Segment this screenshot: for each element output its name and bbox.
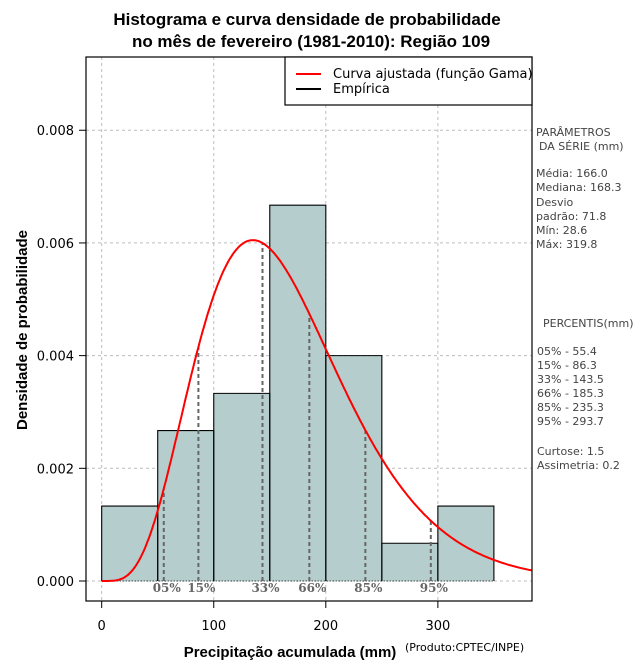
chart-title-line-1: Histograma e curva densidade de probabil… [113,10,500,29]
histogram-bar [101,506,158,581]
y-tick-label-1: 0.002 [37,462,74,477]
histogram-bar [157,430,214,581]
legend-label-empirical: Empírica [333,82,390,97]
y-axis-title: Densidade de probabilidade [14,230,31,430]
histogram-bar [213,393,270,581]
x-tick-label-200: 200 [313,619,338,634]
percentil-95: 95% - 293.7 [537,415,604,428]
y-tick-label-4: 0.008 [37,124,74,139]
percentis-title: PERCENTIS(mm) [543,317,634,330]
percentile-labels: 05% 15% 33% 66% 85% 95% [153,581,449,595]
percentil-85: 85% - 235.3 [537,401,604,414]
percentile-label-66: 66% [298,581,327,595]
stat-max: Máx: 319.8 [536,238,597,251]
params-title-2: DA SÉRIE (mm) [539,140,624,153]
x-tick-label-300: 300 [425,619,450,634]
stat-median: Mediana: 168.3 [536,181,621,194]
percentile-label-85: 85% [354,581,383,595]
stat-sd-2: padrão: 71.8 [536,210,606,223]
percentile-label-05: 05% [153,581,182,595]
stat-skewness: Assimetria: 0.2 [537,459,620,472]
statistics-panel: PARÂMETROS DA SÉRIE (mm) Média: 166.0 Me… [536,126,634,472]
y-tick-label-0: 0.000 [37,575,74,590]
percentile-label-95: 95% [420,581,449,595]
stat-min: Mín: 28.6 [536,224,587,237]
y-tick-label-2: 0.004 [37,350,74,365]
legend-box [284,56,533,106]
legend-label-fitted: Curva ajustada (função Gama) [333,67,533,82]
histogram-bar [269,205,326,582]
fitted-curve-layer [101,239,533,582]
x-tick-label-100: 100 [201,619,226,634]
percentil-15: 15% - 86.3 [537,359,597,372]
histogram-bars [101,204,495,582]
percentile-label-33: 33% [251,581,280,595]
histogram-bar-outline [437,505,495,581]
histogram-bar-outline [325,355,383,581]
percentil-05: 05% - 55.4 [537,345,597,358]
x-axis-title: Precipitação acumulada (mm) [184,644,397,660]
histogram-bar [437,506,494,581]
legend: Curva ajustada (função Gama) Empírica [284,56,533,106]
fitted-gamma-curve [101,239,533,582]
stat-kurtosis: Curtose: 1.5 [537,445,604,458]
params-title-1: PARÂMETROS [536,126,611,139]
histogram-bar [381,543,438,581]
chart-title-line-2: no mês de fevereiro (1981-2010): Região … [132,32,490,51]
y-tick-labels: 0.000 0.002 0.004 0.006 0.008 [37,124,74,590]
histogram-bar [325,355,382,581]
axis-ticks [79,129,439,608]
stat-sd-1: Desvio [536,196,574,209]
percentil-66: 66% - 185.3 [537,387,604,400]
percentile-markers [162,242,432,581]
stat-mean: Média: 166.0 [536,167,608,180]
credit-text: (Produto:CPTEC/INPE) [405,641,524,654]
x-tick-labels: 0 100 200 300 [98,619,451,634]
percentil-33: 33% - 143.5 [537,373,604,386]
x-tick-label-0: 0 [98,619,106,634]
percentile-label-15: 15% [187,581,216,595]
y-tick-label-3: 0.006 [37,237,74,252]
